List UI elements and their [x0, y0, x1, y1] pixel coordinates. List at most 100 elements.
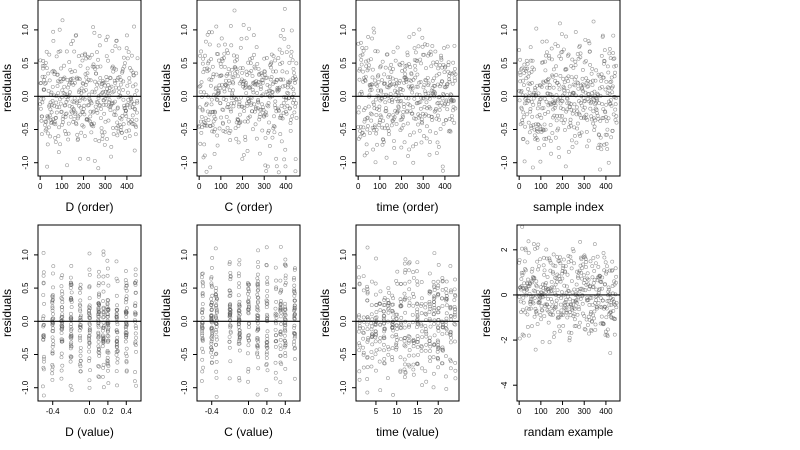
data-point [255, 91, 259, 95]
data-point [280, 84, 285, 89]
data-point [214, 298, 219, 303]
data-point [96, 335, 101, 340]
data-point [603, 132, 608, 137]
data-point [394, 347, 399, 352]
data-point [292, 376, 297, 381]
data-point [113, 99, 117, 104]
data-point [546, 110, 551, 114]
data-point [361, 331, 366, 335]
data-point [407, 324, 411, 329]
data-point [407, 335, 412, 339]
data-point [518, 299, 523, 304]
data-point [403, 77, 408, 82]
data-point [574, 298, 579, 303]
data-point [541, 263, 546, 268]
data-point [403, 281, 407, 286]
data-point [558, 302, 563, 307]
data-point [41, 251, 46, 255]
data-point [237, 328, 242, 333]
data-point [566, 289, 571, 294]
data-point [115, 78, 119, 83]
data-point [228, 323, 233, 328]
data-point [76, 116, 80, 121]
data-point [361, 326, 365, 331]
data-point [357, 326, 362, 330]
data-point [532, 242, 536, 246]
data-point [399, 299, 403, 304]
data-point [94, 71, 99, 76]
data-point [440, 79, 445, 84]
data-point [228, 359, 233, 364]
data-point [245, 72, 249, 77]
data-point [87, 330, 92, 335]
data-point [67, 90, 72, 95]
data-point [64, 49, 69, 54]
data-point [209, 313, 214, 317]
data-point [51, 316, 56, 321]
data-point [419, 323, 424, 328]
data-point [255, 352, 260, 357]
data-point [59, 275, 64, 280]
data-point [123, 278, 128, 283]
data-point [81, 82, 86, 86]
data-point [210, 331, 215, 335]
data-point [133, 301, 138, 306]
data-point [282, 157, 287, 162]
data-point [214, 295, 219, 299]
x-tick-label: 0.4 [280, 407, 292, 416]
data-point [230, 91, 235, 96]
data-point [373, 78, 377, 83]
data-point [373, 335, 378, 340]
data-point [283, 282, 288, 287]
x-tick-label: 0.2 [261, 407, 273, 416]
data-point [420, 44, 425, 49]
data-point [592, 309, 597, 314]
data-point [427, 152, 432, 157]
data-point [51, 264, 56, 269]
data-point [398, 98, 403, 103]
data-point [566, 79, 571, 84]
data-point [228, 323, 232, 328]
data-point [599, 280, 604, 285]
data-point [564, 297, 569, 302]
data-point [279, 103, 284, 108]
data-point [451, 60, 456, 65]
data-point [246, 338, 251, 343]
data-point [589, 329, 594, 333]
data-point [425, 124, 429, 129]
data-point [436, 326, 440, 330]
data-point [78, 309, 83, 314]
data-point [233, 66, 238, 71]
data-point [200, 61, 205, 66]
data-point [435, 285, 440, 290]
data-point [407, 300, 412, 305]
data-point [124, 310, 129, 315]
data-point [114, 312, 119, 317]
data-point [518, 57, 522, 62]
data-point [97, 103, 102, 108]
data-point [208, 124, 213, 128]
data-point [237, 378, 242, 383]
data-point [78, 286, 82, 291]
y-tick-label: 1.0 [180, 24, 189, 36]
data-point [532, 296, 537, 300]
data-point [119, 117, 124, 122]
data-point [594, 304, 599, 309]
data-point [403, 268, 408, 272]
data-point [418, 106, 423, 111]
data-point [87, 103, 91, 107]
data-point [237, 281, 241, 286]
data-point [87, 337, 92, 342]
data-point [394, 332, 399, 337]
data-point [573, 134, 577, 138]
data-point [551, 252, 556, 257]
data-point [370, 356, 375, 360]
data-point [452, 314, 457, 319]
data-point [198, 53, 202, 58]
data-point [442, 70, 447, 75]
data-point [294, 61, 299, 66]
data-point [69, 311, 73, 316]
data-point [604, 329, 608, 334]
data-point [245, 291, 250, 296]
